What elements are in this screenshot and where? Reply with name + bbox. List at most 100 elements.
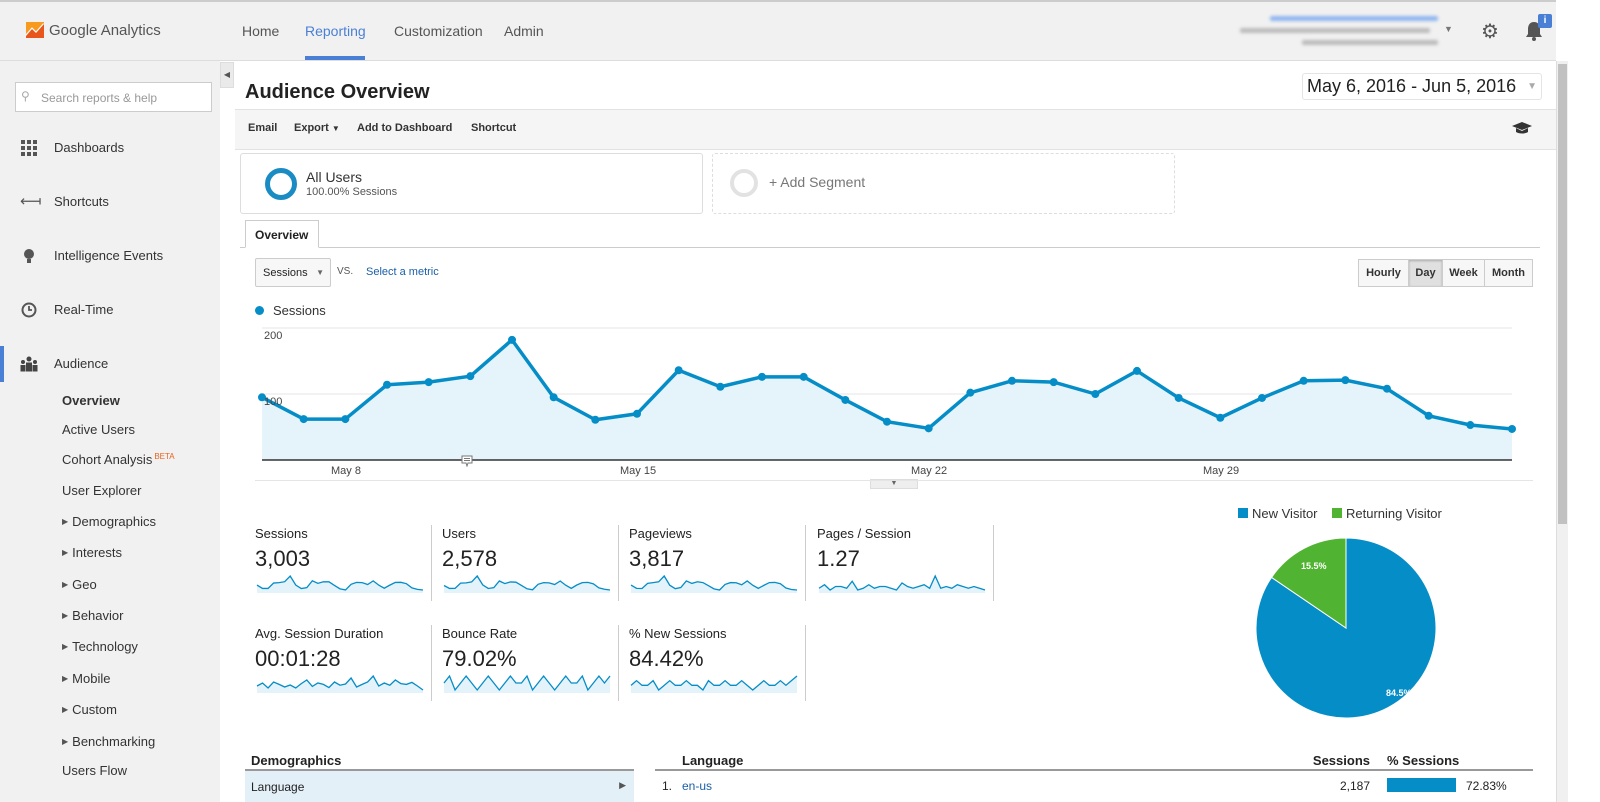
sidebar-sub-custom[interactable]: ▶ Custom	[62, 702, 117, 717]
column-header-language: Language	[682, 753, 744, 768]
sub-item-label: User Explorer	[62, 483, 142, 498]
sparkline-area	[631, 676, 797, 693]
chart-divider	[255, 480, 1533, 481]
sidebar-sub-overview[interactable]: Overview	[62, 393, 120, 408]
sidebar-sub-active-users[interactable]: Active Users	[62, 422, 135, 437]
metric-value: 84.42%	[629, 646, 704, 671]
account-switcher[interactable]	[1240, 14, 1440, 50]
sidebar-sub-interests[interactable]: ▶ Interests	[62, 545, 122, 560]
expand-triangle-icon: ▶	[62, 548, 69, 557]
sidebar-sub-users-flow[interactable]: Users Flow	[62, 763, 127, 778]
email-button[interactable]: Email	[248, 122, 278, 134]
scrollbar-thumb[interactable]	[1558, 64, 1567, 524]
legend-swatch-returning-visitor	[1332, 508, 1342, 518]
metric-card[interactable]: Pageviews 3,817	[629, 525, 799, 601]
metric-sparkline	[256, 674, 424, 693]
sessions-point	[299, 415, 308, 424]
metric-card[interactable]: Pages / Session 1.27	[817, 525, 987, 601]
sparkline-line	[630, 675, 798, 691]
shortcut-button[interactable]: Shortcut	[471, 122, 517, 134]
sessions-point	[1424, 411, 1433, 420]
metric-card[interactable]: Avg. Session Duration 00:01:28	[255, 625, 425, 701]
metric-card[interactable]: % New Sessions 84.42%	[629, 625, 799, 701]
collapse-sidebar-button[interactable]: ◀	[220, 62, 234, 88]
metric-card[interactable]: Users 2,578	[442, 525, 612, 601]
nav-reporting[interactable]: Reporting	[305, 23, 366, 39]
metric-card[interactable]: Sessions 3,003	[255, 525, 425, 601]
metric-sparkline	[443, 674, 611, 693]
sessions-point	[1049, 378, 1058, 387]
sidebar-sub-behavior[interactable]: ▶ Behavior	[62, 608, 123, 623]
nav-admin[interactable]: Admin	[504, 23, 544, 39]
metric-card[interactable]: Bounce Rate 79.02%	[442, 625, 612, 701]
add-segment-button[interactable]: + Add Segment	[712, 153, 1175, 214]
sessions-point	[1341, 376, 1350, 385]
sidebar-sub-technology[interactable]: ▶ Technology	[62, 639, 138, 654]
metric-sparkline	[443, 574, 611, 593]
granularity-hourly[interactable]: Hourly	[1358, 259, 1409, 287]
metric-value: 3,817	[629, 546, 685, 571]
export-button[interactable]: Export ▼	[294, 122, 340, 134]
sidebar-item-real-time[interactable]: Real-Time	[0, 292, 220, 328]
sidebar-item-audience[interactable]: Audience	[0, 346, 220, 382]
vs-label: VS.	[337, 266, 354, 277]
metric-select[interactable]: Sessions ▼	[255, 258, 331, 287]
sidebar-sub-geo[interactable]: ▶ Geo	[62, 577, 97, 592]
sessions-point	[1299, 376, 1308, 385]
expand-triangle-icon: ▶	[62, 642, 69, 651]
metric-sparkline	[256, 574, 424, 593]
table-divider	[655, 769, 1533, 771]
sidebar-item-shortcuts[interactable]: ⟻ Shortcuts	[0, 184, 220, 220]
sidebar-sub-cohort-analysis[interactable]: Cohort Analysis BETA	[62, 452, 175, 467]
demographics-item-language[interactable]: Language ▶	[245, 771, 634, 802]
search-input[interactable]: Search reports & help	[15, 82, 212, 112]
metric-sparkline	[630, 675, 798, 693]
segment-ring-icon	[265, 168, 297, 200]
expand-triangle-icon: ▶	[62, 611, 69, 620]
sub-item-label: Mobile	[72, 671, 111, 686]
select-metric-link[interactable]: Select a metric	[366, 266, 439, 278]
gear-icon[interactable]: ⚙	[1481, 21, 1499, 43]
annotation-icon[interactable]	[461, 455, 473, 467]
pie-slice-returning-visitor	[1270, 537, 1347, 629]
sessions-point	[1383, 384, 1391, 393]
sidebar-item-label: Shortcuts	[54, 194, 109, 209]
legend-label-returning-visitor[interactable]: Returning Visitor	[1346, 506, 1442, 521]
sub-item-label: Benchmarking	[72, 734, 156, 749]
graduation-cap-icon[interactable]	[1512, 121, 1532, 135]
sessions-point	[258, 393, 266, 402]
sub-item-label: Overview	[62, 393, 120, 408]
sub-item-label: Users Flow	[62, 763, 128, 778]
legend-label-sessions[interactable]: Sessions	[273, 303, 326, 318]
sessions-point	[716, 382, 725, 391]
sidebar-sub-user-explorer[interactable]: User Explorer	[62, 483, 141, 498]
sparkline-area	[257, 576, 423, 593]
date-range-picker[interactable]: May 6, 2016 - Jun 5, 2016 ▼	[1302, 73, 1542, 100]
sidebar-sub-mobile[interactable]: ▶ Mobile	[62, 671, 110, 686]
metric-value: 3,003	[255, 546, 311, 571]
segment-all-users[interactable]: All Users 100.00% Sessions	[240, 153, 703, 214]
account-dropdown-icon[interactable]: ▼	[1444, 24, 1453, 34]
row-language-link[interactable]: en-us	[682, 779, 713, 793]
sub-item-label: Active Users	[62, 422, 135, 437]
granularity-month[interactable]: Month	[1484, 259, 1533, 287]
metric-sparkline	[630, 574, 798, 593]
nav-customization[interactable]: Customization	[394, 23, 483, 39]
tab-overview[interactable]: Overview	[245, 220, 319, 248]
add-to-dashboard-button[interactable]: Add to Dashboard	[357, 122, 453, 134]
sparkline-line	[256, 674, 424, 691]
sidebar-sub-demographics[interactable]: ▶ Demographics	[62, 514, 156, 529]
sidebar-sub-benchmarking[interactable]: ▶ Benchmarking	[62, 734, 155, 749]
granularity-week[interactable]: Week	[1442, 259, 1485, 287]
granularity-day[interactable]: Day	[1408, 259, 1443, 287]
y-tick-label: 100	[264, 396, 283, 408]
sessions-point	[466, 372, 475, 381]
sidebar-item-dashboards[interactable]: Dashboards	[0, 130, 220, 166]
sidebar-item-intelligence-events[interactable]: Intelligence Events	[0, 238, 220, 274]
nav-home[interactable]: Home	[242, 23, 280, 39]
legend-label-new-visitor[interactable]: New Visitor	[1252, 506, 1318, 521]
expand-annotations-handle[interactable]: ▼	[870, 479, 918, 489]
sessions-line-chart	[258, 327, 1516, 461]
sidebar-item-label: Dashboards	[54, 140, 125, 155]
clock-icon	[21, 302, 37, 318]
